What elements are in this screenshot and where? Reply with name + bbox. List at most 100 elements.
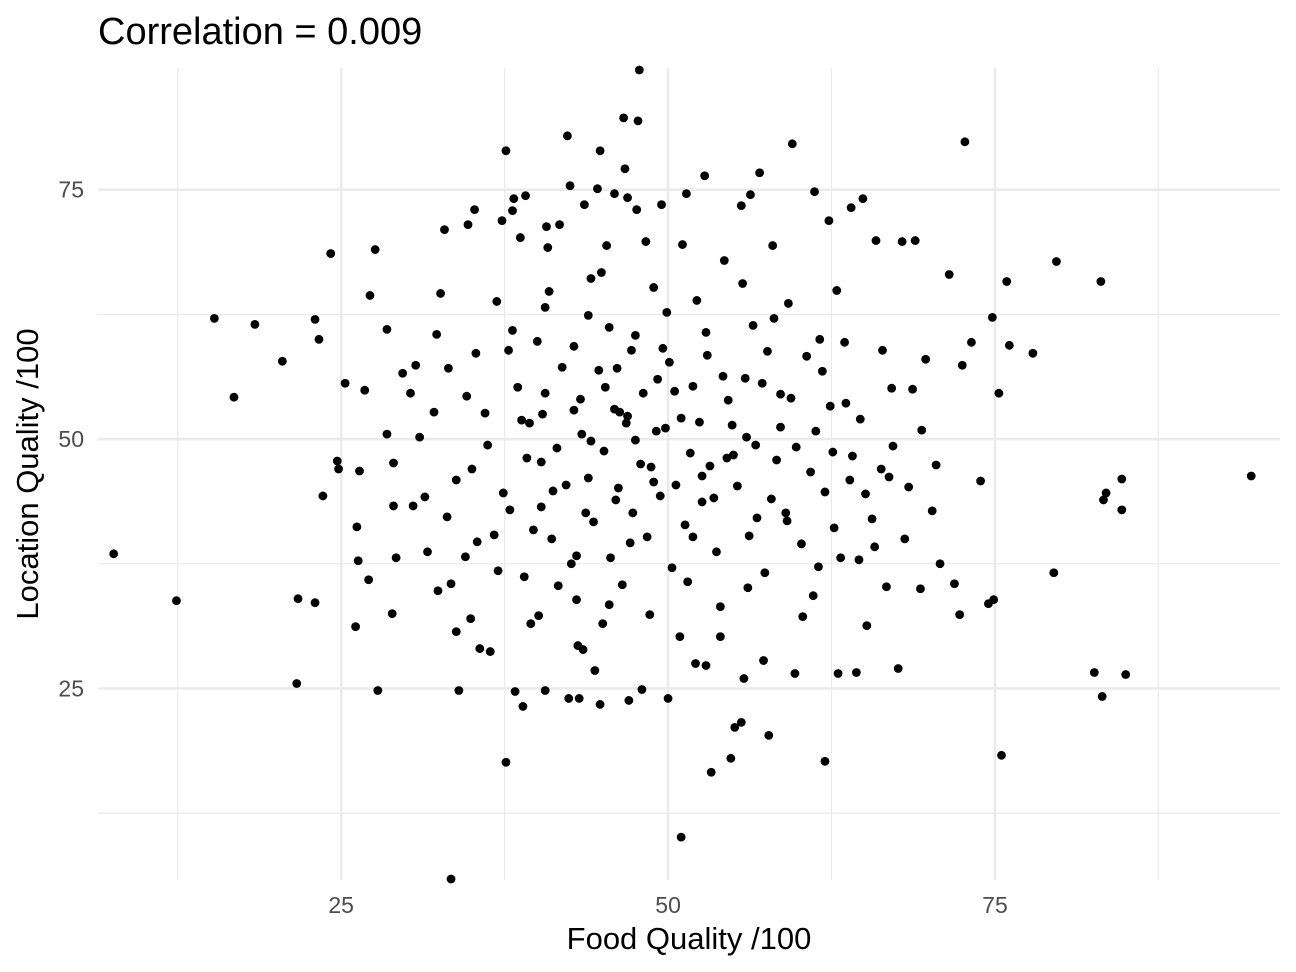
scatter-point: [752, 513, 762, 523]
scatter-point: [744, 531, 754, 541]
scatter-point: [649, 283, 659, 292]
scatter-point: [352, 522, 362, 532]
scatter-point: [625, 538, 635, 548]
scatter-point: [662, 307, 672, 317]
scatter-point: [862, 621, 872, 631]
scatter-point: [845, 475, 855, 485]
scatter-point: [351, 622, 360, 632]
scatter-point: [472, 537, 482, 547]
scatter-point: [604, 600, 614, 610]
scatter-point: [627, 345, 636, 355]
scatter-point: [611, 495, 621, 505]
scatter-point: [736, 201, 746, 211]
scatter-point: [411, 360, 421, 370]
scatter-point: [887, 383, 897, 393]
scatter-point: [882, 582, 891, 592]
scatter-point: [548, 486, 558, 496]
scatter-point: [664, 357, 674, 367]
scatter-point: [661, 423, 670, 433]
scatter-point: [578, 645, 588, 654]
scatter-point: [517, 415, 527, 425]
scatter-point: [824, 216, 834, 226]
scatter-point: [700, 171, 710, 181]
scatter-point: [365, 291, 375, 300]
scatter-point: [1096, 277, 1106, 286]
scatter-point: [811, 426, 821, 436]
scatter-point: [467, 464, 477, 474]
scatter-point: [697, 471, 707, 481]
scatter-point: [510, 687, 520, 696]
scatter-point: [1097, 692, 1107, 701]
scatter-point: [612, 363, 622, 373]
scatter-point: [630, 330, 640, 340]
scatter-point: [730, 722, 740, 732]
scatter-point: [653, 374, 663, 384]
scatter-point: [508, 325, 517, 335]
scatter-point: [642, 532, 652, 542]
scatter-point: [893, 664, 903, 673]
scatter-point: [858, 194, 868, 204]
scatter-point: [790, 669, 800, 678]
scatter-point: [109, 549, 119, 559]
scatter-point: [293, 594, 303, 604]
scatter-point: [712, 547, 721, 557]
scatter-point: [623, 193, 632, 203]
scatter-point: [670, 386, 680, 396]
scatter-point: [798, 612, 808, 622]
scatter-point: [931, 460, 941, 470]
scatter-point: [1246, 471, 1256, 481]
scatter-point: [701, 661, 711, 670]
x-axis-title: Food Quality /100: [567, 921, 812, 956]
scatter-point: [387, 609, 397, 619]
scatter-point: [513, 382, 523, 392]
scatter-point: [820, 756, 830, 766]
scatter-point: [504, 345, 513, 355]
scatter-point: [836, 553, 846, 563]
scatter-point: [595, 146, 605, 156]
scatter-point: [764, 730, 774, 740]
scatter-point: [621, 418, 631, 428]
scatter-point: [485, 647, 495, 656]
scatter-point: [649, 477, 659, 487]
scatter-point: [743, 583, 753, 593]
scatter-point: [569, 341, 579, 351]
scatter-point: [318, 491, 328, 501]
y-tick-labels: 25 50 75: [58, 177, 84, 702]
scatter-point: [451, 475, 461, 485]
scatter-point: [529, 525, 538, 535]
scatter-point: [595, 700, 605, 709]
scatter-point: [645, 610, 655, 620]
scatter-point: [462, 391, 472, 401]
scatter-point: [651, 426, 661, 436]
scatter-point: [406, 388, 415, 398]
scatter-point: [851, 668, 861, 677]
scatter-point: [960, 137, 970, 147]
scatter-point: [634, 65, 644, 75]
scatter-point: [497, 216, 507, 226]
scatter-point: [172, 596, 181, 606]
x-tick-label: 25: [328, 892, 354, 918]
scatter-point: [676, 832, 686, 842]
scatter-point: [493, 566, 503, 576]
scatter-point: [540, 388, 550, 398]
scatter-point: [370, 245, 380, 254]
scatter-point: [334, 464, 343, 474]
scatter-point: [509, 194, 519, 204]
scatter-point: [1089, 668, 1099, 677]
scatter-point: [623, 411, 632, 421]
scatter-point: [543, 243, 553, 252]
scatter-point: [632, 205, 642, 215]
scatter-point: [846, 203, 856, 213]
scatter-point: [557, 362, 567, 372]
scatter-point: [598, 619, 608, 629]
scatter-point: [688, 532, 698, 542]
scatter-point: [594, 365, 604, 375]
scatter-point: [563, 131, 572, 141]
scatter-point: [583, 473, 593, 483]
scatter-point: [681, 189, 691, 199]
scatter-point: [772, 455, 782, 465]
scatter-point: [663, 694, 673, 703]
scatter-point: [1101, 488, 1111, 498]
scatter-point: [808, 591, 818, 601]
scatter-point: [820, 487, 830, 497]
